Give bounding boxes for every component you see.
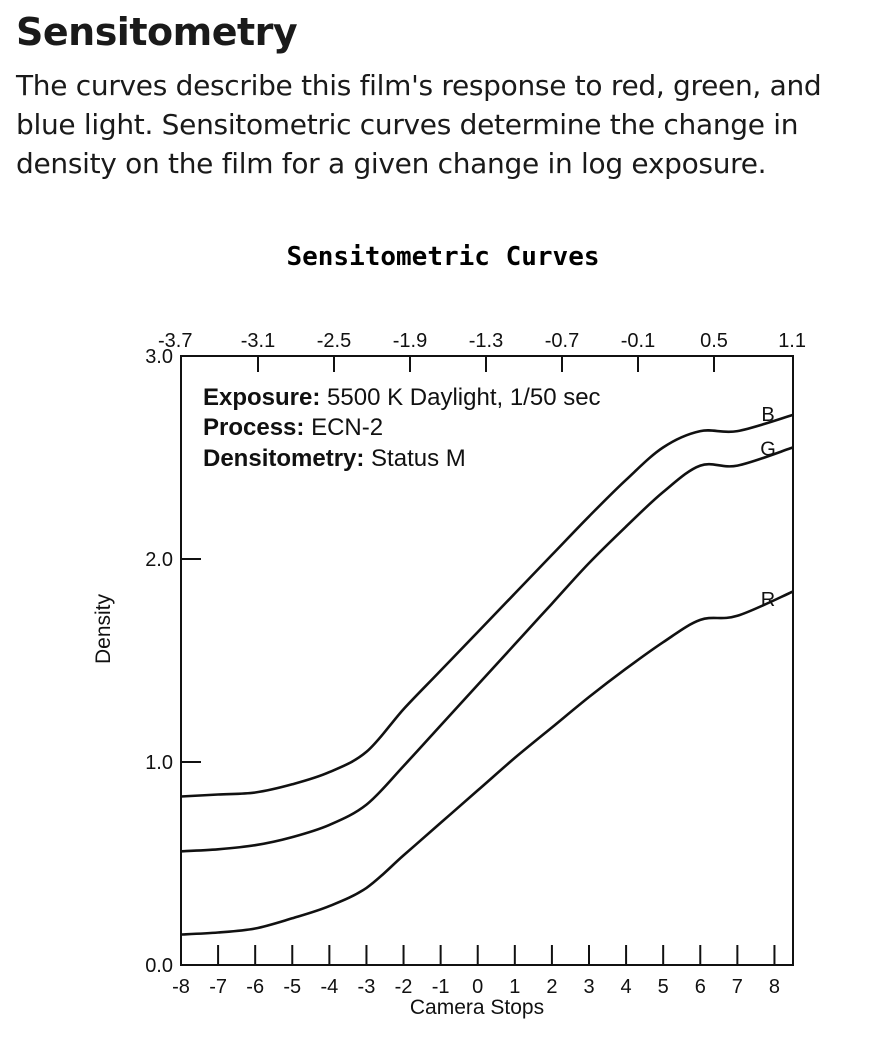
top-tick-label: 0.5 — [700, 330, 728, 352]
x-tick-label: -6 — [246, 976, 264, 998]
top-axis: -3.7 -3.1 -2.5 -1.9 -1.3 -0.7 -0.1 0.5 1.1 — [158, 330, 806, 372]
curves: BG R — [180, 404, 794, 936]
svg-text:Process: ECN-2: Process: ECN-2 — [203, 414, 383, 441]
top-tick-label: -2.5 — [317, 330, 351, 352]
chart-title: Sensitometric Curves — [286, 242, 599, 272]
curve-label-g: G — [760, 439, 776, 461]
page-title: Sensitometry — [16, 10, 298, 54]
x-tick-label: 4 — [621, 976, 632, 998]
curve-label-b: B — [761, 404, 774, 426]
densitometry-value: Status M — [371, 445, 466, 472]
top-tick-label: -3.1 — [241, 330, 275, 352]
x-tick-label: -8 — [172, 976, 190, 998]
exposure-label: Exposure: — [203, 384, 320, 411]
y-tick-label: 1.0 — [145, 752, 173, 774]
top-tick-label: -0.7 — [545, 330, 579, 352]
process-label: Process: — [203, 414, 304, 441]
densitometry-label: Densitometry: — [203, 445, 364, 472]
x-tick-label: 0 — [472, 976, 483, 998]
x-tick-label: -7 — [209, 976, 227, 998]
curve-r — [180, 590, 794, 936]
y-axis: 0.0 1.0 2.0 3.0 — [145, 346, 201, 977]
y-tick-label: 2.0 — [145, 549, 173, 571]
x-tick-label: 2 — [546, 976, 557, 998]
x-tick-label: 7 — [732, 976, 743, 998]
top-tick-label: 1.1 — [778, 330, 806, 352]
top-tick-label: -1.9 — [393, 330, 427, 352]
x-tick-label: -4 — [320, 976, 338, 998]
x-axis: -8 -7 -6 -5 -4 -3 -2 -1 0 1 2 3 4 5 6 7 8 — [172, 945, 780, 998]
top-tick-label: -1.3 — [469, 330, 503, 352]
x-axis-label: Camera Stops — [410, 996, 544, 1019]
exposure-value: 5500 K Daylight, 1/50 sec — [327, 384, 601, 411]
exposure-annotation: Exposure: 5500 K Daylight, 1/50 sec Proc… — [203, 384, 601, 472]
x-tick-label: 8 — [769, 976, 780, 998]
x-tick-label: 3 — [583, 976, 594, 998]
intro-paragraph: The curves describe this film's response… — [16, 69, 822, 180]
x-tick-label: -2 — [395, 976, 413, 998]
x-tick-label: 1 — [509, 976, 520, 998]
process-value: ECN-2 — [311, 414, 383, 441]
x-tick-label: -3 — [358, 976, 376, 998]
svg-text:Densitometry: Status M: Densitometry: Status M — [203, 445, 466, 472]
top-tick-label: -0.1 — [621, 330, 655, 352]
curve-g — [180, 446, 794, 853]
y-tick-label: 0.0 — [145, 955, 173, 977]
x-tick-label: -5 — [283, 976, 301, 998]
x-tick-label: 5 — [658, 976, 669, 998]
x-tick-label: -1 — [432, 976, 450, 998]
curve-label-r: R — [761, 589, 775, 611]
top-tick-label: -3.7 — [158, 330, 192, 352]
x-tick-label: 6 — [695, 976, 706, 998]
curve-b — [180, 413, 794, 798]
y-tick-label: 3.0 — [145, 346, 173, 368]
svg-text:Exposure: 5500 K Daylight, 1/5: Exposure: 5500 K Daylight, 1/50 sec — [203, 384, 601, 411]
y-axis-label: Density — [92, 593, 115, 664]
